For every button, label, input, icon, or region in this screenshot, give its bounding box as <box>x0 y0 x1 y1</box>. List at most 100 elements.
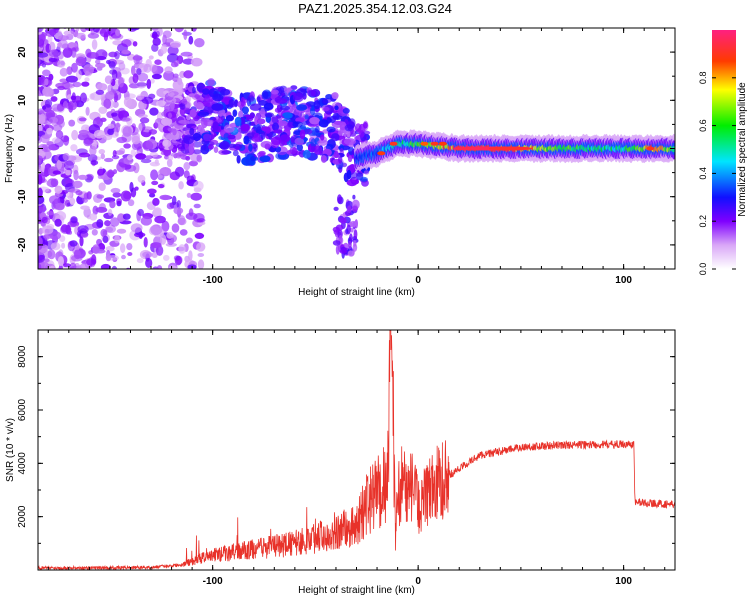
spectral-blob <box>223 124 235 133</box>
spectral-blob <box>354 123 362 132</box>
spectral-blob <box>218 149 230 155</box>
spectral-blob <box>260 131 266 140</box>
spectral-blob <box>332 226 340 233</box>
noise-blob <box>38 86 44 91</box>
noise-blob <box>86 258 97 266</box>
noise-blob <box>178 244 186 254</box>
noise-blob <box>122 126 132 137</box>
spectral-blob <box>339 249 348 254</box>
spectral-blob <box>318 115 323 121</box>
noise-blob <box>38 174 43 185</box>
spectral-blob <box>189 127 195 136</box>
noise-blob <box>177 215 186 226</box>
noise-blob <box>171 223 180 233</box>
noise-blob <box>97 168 105 176</box>
noise-blob <box>56 159 62 170</box>
noise-blob <box>109 200 116 209</box>
noise-blob <box>117 107 126 115</box>
ridge-peak <box>389 141 398 146</box>
noise-blob <box>190 192 202 201</box>
noise-blob <box>153 207 162 216</box>
noise-blob <box>121 49 131 55</box>
spectral-blob <box>347 250 354 257</box>
y-tick-label: 4000 <box>17 452 28 475</box>
noise-blob <box>92 205 99 215</box>
noise-blob <box>146 271 150 276</box>
spectral-blob <box>242 106 249 114</box>
noise-blob <box>157 184 165 189</box>
noise-blob <box>85 48 92 58</box>
spectral-blob <box>322 98 328 104</box>
noise-blob <box>50 178 59 187</box>
noise-blob <box>96 83 108 91</box>
noise-blob <box>111 69 118 81</box>
noise-blob <box>71 254 83 262</box>
y-tick-label: 8000 <box>17 345 28 368</box>
noise-blob <box>138 123 143 132</box>
noise-blob <box>170 61 179 68</box>
x-tick-label: -100 <box>203 576 223 587</box>
noise-blob <box>145 258 153 268</box>
noise-blob <box>179 229 188 236</box>
noise-blob <box>194 232 205 239</box>
noise-blob <box>75 56 87 67</box>
spectral-blob <box>346 169 352 180</box>
noise-blob <box>168 265 178 269</box>
y-tick-label: 20 <box>17 46 28 58</box>
noise-blob <box>176 200 181 209</box>
spectral-blob <box>342 107 350 114</box>
noise-blob <box>115 122 121 133</box>
noise-blob <box>107 84 113 94</box>
noise-blob <box>44 168 48 178</box>
noise-blob <box>131 142 142 151</box>
spectral-blob <box>172 128 177 136</box>
spectral-blob <box>273 129 283 134</box>
spectral-blob <box>189 108 197 118</box>
spectral-blob <box>334 105 339 111</box>
noise-blob <box>42 63 46 68</box>
noise-blob <box>71 62 78 73</box>
noise-blob <box>95 59 101 65</box>
noise-blob <box>96 194 105 199</box>
spectral-blob <box>344 138 356 146</box>
spectral-blob <box>311 145 316 152</box>
noise-blob <box>185 212 198 220</box>
noise-blob <box>166 158 173 168</box>
noise-blob <box>140 158 152 164</box>
noise-blob <box>87 32 100 39</box>
spectral-blob <box>345 228 349 235</box>
noise-blob <box>38 252 46 263</box>
noise-blob <box>186 192 192 198</box>
noise-blob <box>129 181 134 193</box>
noise-blob <box>59 78 68 83</box>
noise-blob <box>136 258 144 264</box>
colorbar <box>712 30 736 269</box>
noise-blob <box>38 206 47 212</box>
noise-blob <box>136 210 142 222</box>
spectral-blob <box>283 87 292 93</box>
noise-blob <box>126 154 133 161</box>
noise-blob <box>98 28 102 29</box>
noise-blob <box>108 61 116 69</box>
noise-blob <box>51 103 64 112</box>
noise-blob <box>105 245 115 252</box>
noise-blob <box>77 225 89 234</box>
noise-blob <box>136 68 142 75</box>
noise-blob <box>84 271 89 275</box>
noise-blob <box>71 47 77 58</box>
colorbar-tick-label: 0.0 <box>698 263 708 276</box>
spectral-blob <box>195 102 204 110</box>
noise-blob <box>50 96 58 102</box>
noise-blob <box>38 263 42 269</box>
noise-blob <box>81 81 90 87</box>
noise-blob <box>185 155 191 161</box>
noise-blob <box>150 224 163 235</box>
spectral-blob <box>272 122 279 131</box>
spectral-blob <box>236 155 241 164</box>
spectral-blob <box>349 233 353 244</box>
spectral-blob <box>261 90 269 101</box>
noise-blob <box>178 181 184 190</box>
noise-blob <box>163 70 175 81</box>
spectral-blob <box>296 104 308 111</box>
